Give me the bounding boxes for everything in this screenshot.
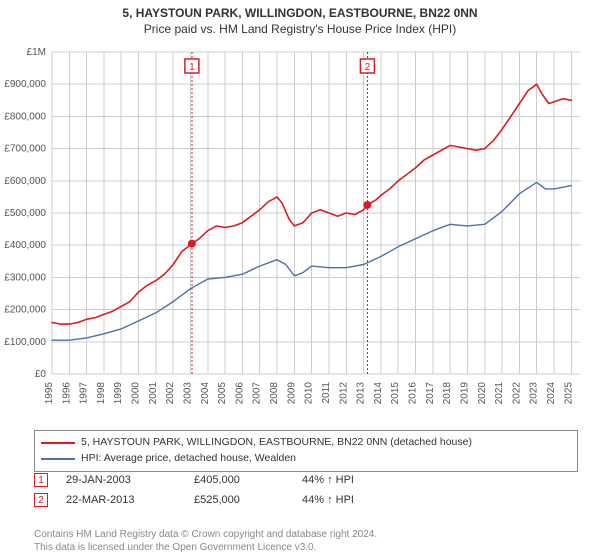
svg-text:1998: 1998 — [96, 382, 107, 405]
svg-text:2001: 2001 — [148, 382, 159, 405]
svg-text:£100,000: £100,000 — [4, 337, 46, 348]
svg-text:£400,000: £400,000 — [4, 240, 46, 251]
annotation-price: £405,000 — [194, 474, 284, 486]
svg-text:£300,000: £300,000 — [4, 272, 46, 283]
legend-label: HPI: Average price, detached house, Weal… — [81, 451, 296, 467]
svg-text:£600,000: £600,000 — [4, 176, 46, 187]
svg-text:2009: 2009 — [286, 382, 297, 405]
svg-text:2011: 2011 — [321, 382, 332, 404]
footer-line: Contains HM Land Registry data © Crown c… — [34, 528, 578, 541]
annotation-badge: 1 — [34, 473, 48, 487]
annotation-price: £525,000 — [194, 494, 284, 506]
svg-text:1: 1 — [189, 62, 195, 73]
svg-text:£200,000: £200,000 — [4, 305, 46, 316]
svg-text:£1M: £1M — [27, 47, 46, 58]
svg-text:2023: 2023 — [529, 382, 540, 405]
svg-text:£800,000: £800,000 — [4, 111, 46, 122]
svg-text:2015: 2015 — [390, 382, 401, 405]
footer: Contains HM Land Registry data © Crown c… — [34, 528, 578, 554]
svg-text:2020: 2020 — [477, 382, 488, 405]
svg-text:2000: 2000 — [131, 382, 142, 405]
svg-text:2012: 2012 — [338, 382, 349, 405]
svg-text:1996: 1996 — [61, 382, 72, 405]
svg-text:2024: 2024 — [546, 382, 557, 405]
legend-swatch-hpi — [41, 458, 75, 460]
annotation-date: 29-JAN-2003 — [66, 474, 176, 486]
svg-text:2014: 2014 — [373, 382, 384, 405]
svg-text:£700,000: £700,000 — [4, 144, 46, 155]
svg-text:2002: 2002 — [165, 382, 176, 405]
svg-text:1999: 1999 — [113, 382, 124, 405]
svg-text:2022: 2022 — [511, 382, 522, 405]
annotations: 1 29-JAN-2003 £405,000 44% ↑ HPI 2 22-MA… — [34, 470, 578, 510]
svg-text:2013: 2013 — [356, 382, 367, 405]
svg-text:2010: 2010 — [304, 382, 315, 405]
annotation-date: 22-MAR-2013 — [66, 494, 176, 506]
svg-text:2007: 2007 — [252, 382, 263, 405]
svg-text:£900,000: £900,000 — [4, 79, 46, 90]
svg-text:1997: 1997 — [79, 382, 90, 405]
chart-svg: £0 £100,000 £200,000 £300,000 £400,000 £500,0… — [0, 44, 600, 424]
svg-text:2003: 2003 — [182, 382, 193, 405]
svg-text:2006: 2006 — [234, 382, 245, 405]
svg-text:£0: £0 — [35, 369, 47, 380]
svg-text:2004: 2004 — [200, 382, 211, 405]
svg-text:£500,000: £500,000 — [4, 208, 46, 219]
svg-text:2018: 2018 — [442, 382, 453, 405]
page-subtitle: Price paid vs. HM Land Registry's House … — [0, 20, 600, 40]
svg-text:2017: 2017 — [425, 382, 436, 405]
svg-text:2021: 2021 — [494, 382, 505, 405]
legend-swatch-price — [41, 442, 75, 444]
annotation-pct: 44% ↑ HPI — [302, 494, 412, 506]
legend-row: 5, HAYSTOUN PARK, WILLINGDON, EASTBOURNE… — [41, 435, 571, 451]
price-chart: £0 £100,000 £200,000 £300,000 £400,000 £500,0… — [0, 44, 600, 424]
svg-text:2016: 2016 — [408, 382, 419, 405]
svg-text:2005: 2005 — [217, 382, 228, 405]
annotation-badge: 2 — [34, 493, 48, 507]
legend-label: 5, HAYSTOUN PARK, WILLINGDON, EASTBOURNE… — [81, 435, 472, 451]
legend: 5, HAYSTOUN PARK, WILLINGDON, EASTBOURNE… — [34, 430, 578, 472]
footer-line: This data is licensed under the Open Gov… — [34, 541, 578, 554]
annotation-row: 2 22-MAR-2013 £525,000 44% ↑ HPI — [34, 490, 578, 510]
annotation-row: 1 29-JAN-2003 £405,000 44% ↑ HPI — [34, 470, 578, 490]
svg-text:2019: 2019 — [459, 382, 470, 405]
annotation-pct: 44% ↑ HPI — [302, 474, 412, 486]
svg-text:2: 2 — [365, 62, 371, 73]
svg-text:1995: 1995 — [44, 382, 55, 405]
svg-text:2008: 2008 — [269, 382, 280, 405]
legend-row: HPI: Average price, detached house, Weal… — [41, 451, 571, 467]
page-title: 5, HAYSTOUN PARK, WILLINGDON, EASTBOURNE… — [0, 0, 600, 20]
svg-text:2025: 2025 — [563, 382, 574, 405]
